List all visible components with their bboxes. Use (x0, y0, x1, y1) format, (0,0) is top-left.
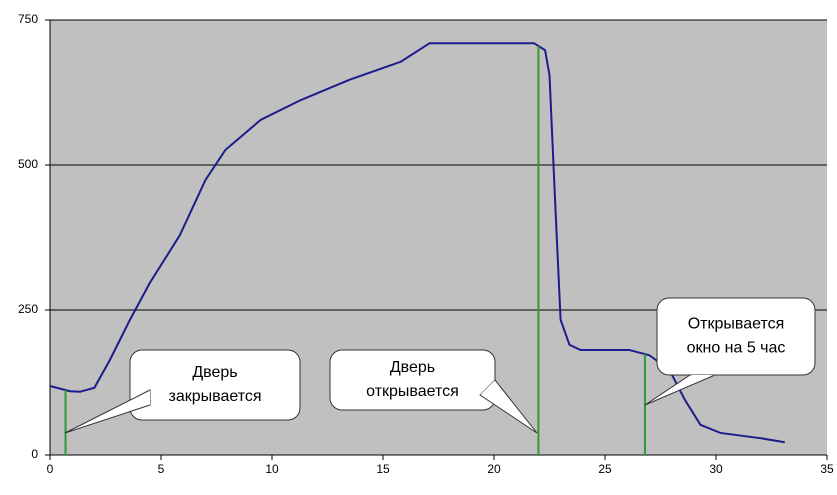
x-tick-label: 15 (376, 462, 390, 476)
x-tick-label: 25 (598, 462, 612, 476)
callout: Дверь открывается (329, 349, 538, 434)
y-tick-label: 250 (18, 302, 38, 316)
callout-text: закрывается (168, 388, 261, 405)
x-tick-label: 20 (487, 462, 501, 476)
callout-box (656, 297, 816, 376)
y-tick-label: 500 (18, 157, 38, 171)
x-tick-label: 0 (47, 462, 54, 476)
y-tick-label: 0 (31, 447, 38, 461)
x-tick-label: 30 (709, 462, 723, 476)
x-tick-label: 10 (265, 462, 279, 476)
callout-tail-cover (145, 390, 150, 405)
callout-text: Дверь (192, 364, 237, 381)
callout-text: Открывается (688, 316, 785, 333)
x-tick-label: 5 (158, 462, 165, 476)
callout-tail-cover (480, 380, 495, 395)
x-tick-label: 35 (820, 462, 834, 476)
callout-text: окно на 5 час (687, 340, 786, 357)
callout-text: открывается (366, 383, 459, 400)
callout-box (129, 349, 301, 421)
callout: Открывается окно на 5 час (644, 297, 816, 406)
y-tick-label: 750 (18, 12, 38, 26)
callout-text: Дверь (390, 359, 435, 376)
callout: Дверь закрывается (64, 349, 301, 434)
callout-tail-cover (690, 375, 715, 377)
